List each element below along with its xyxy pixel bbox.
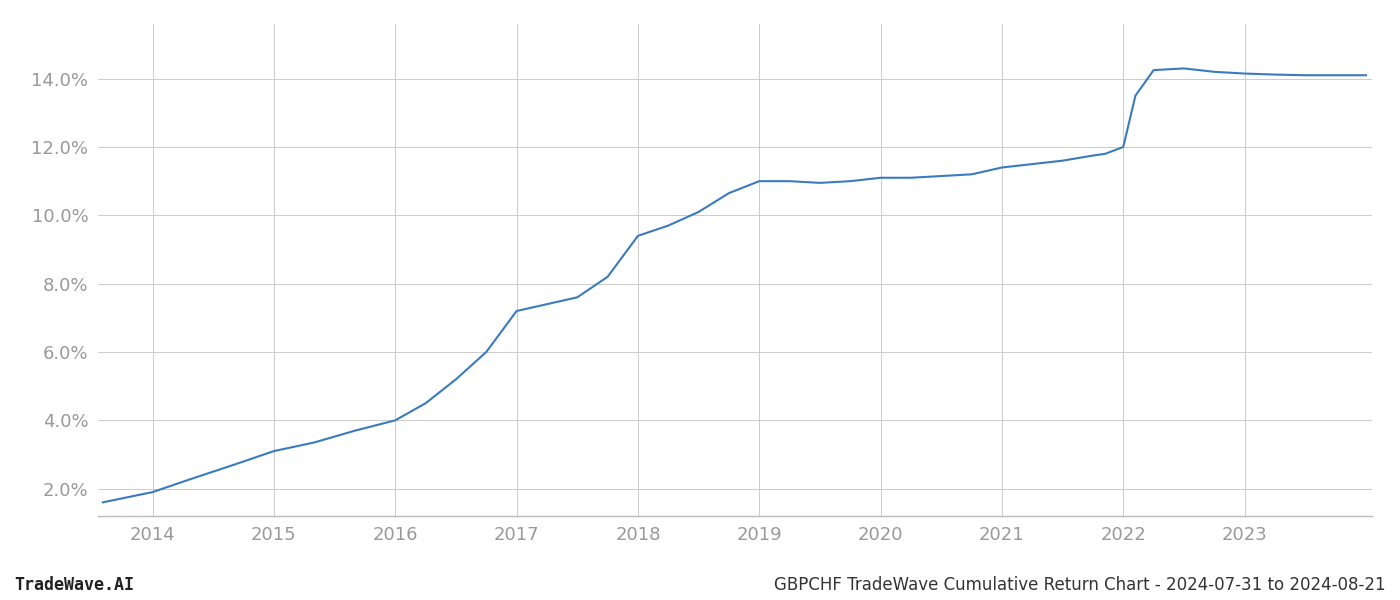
Text: GBPCHF TradeWave Cumulative Return Chart - 2024-07-31 to 2024-08-21: GBPCHF TradeWave Cumulative Return Chart… — [774, 576, 1386, 594]
Text: TradeWave.AI: TradeWave.AI — [14, 576, 134, 594]
